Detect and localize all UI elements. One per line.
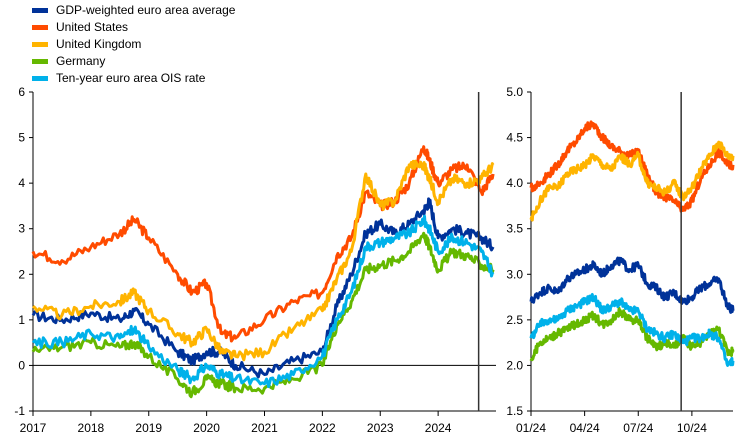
right-x-tick-label: 10/24 — [677, 421, 707, 435]
left-y-tick-label: 5 — [18, 131, 25, 145]
right-x-tick-label: 04/24 — [570, 421, 600, 435]
left-y-tick-label: 3 — [18, 222, 25, 236]
legend-label: Ten-year euro area OIS rate — [56, 71, 206, 85]
left-y-tick-label: 0 — [18, 358, 25, 372]
left-series-line-1 — [31, 145, 495, 343]
left-series-line-4 — [31, 214, 495, 389]
legend-swatch — [32, 42, 48, 47]
legend-item-gdp-weighted: GDP-weighted euro area average — [32, 2, 235, 19]
right-y-tick-label: 3.0 — [506, 267, 523, 281]
legend-item-united-states: United States — [32, 19, 235, 36]
right-x-tick-label: 07/24 — [623, 421, 653, 435]
right-series-line-0 — [529, 256, 735, 314]
right-y-tick-label: 2.0 — [506, 358, 523, 372]
legend: GDP-weighted euro area average United St… — [32, 2, 235, 87]
left-x-tick-label: 2021 — [251, 421, 278, 435]
legend-label: Germany — [56, 54, 106, 68]
right-series-line-2 — [529, 140, 735, 222]
right-y-tick-label: 2.5 — [506, 313, 523, 327]
right-y-tick-label: 3.5 — [506, 222, 523, 236]
legend-swatch — [32, 8, 48, 13]
legend-swatch — [32, 59, 48, 64]
legend-item-germany: Germany — [32, 53, 235, 70]
left-y-tick-label: 2 — [18, 267, 25, 281]
left-y-tick-label: 6 — [18, 85, 25, 99]
legend-label: United Kingdom — [56, 37, 142, 51]
right-y-tick-label: 4.5 — [506, 131, 523, 145]
legend-swatch — [32, 76, 48, 81]
right-x-tick-label: 01/24 — [516, 421, 546, 435]
legend-label: GDP-weighted euro area average — [56, 3, 236, 17]
left-x-tick-label: 2023 — [367, 421, 394, 435]
right-y-tick-label: 1.5 — [506, 404, 523, 418]
left-x-tick-label: 2020 — [193, 421, 220, 435]
left-x-tick-label: 2017 — [20, 421, 47, 435]
left-x-tick-label: 2022 — [309, 421, 336, 435]
left-x-tick-label: 2018 — [78, 421, 105, 435]
left-series-line-3 — [31, 231, 495, 399]
legend-item-ois-rate: Ten-year euro area OIS rate — [32, 70, 235, 87]
left-x-tick-label: 2019 — [135, 421, 162, 435]
left-x-tick-label: 2024 — [425, 421, 452, 435]
left-y-tick-label: 1 — [18, 313, 25, 327]
legend-item-united-kingdom: United Kingdom — [32, 36, 235, 53]
legend-label: United States — [56, 20, 129, 34]
right-series-line-4 — [529, 293, 735, 367]
right-y-tick-label: 5.0 — [506, 85, 523, 99]
right-y-tick-label: 4.0 — [506, 176, 523, 190]
left-y-tick-label: 4 — [18, 176, 25, 190]
left-y-tick-label: -1 — [14, 404, 25, 418]
left-series-line-2 — [32, 159, 495, 362]
legend-swatch — [32, 25, 48, 30]
